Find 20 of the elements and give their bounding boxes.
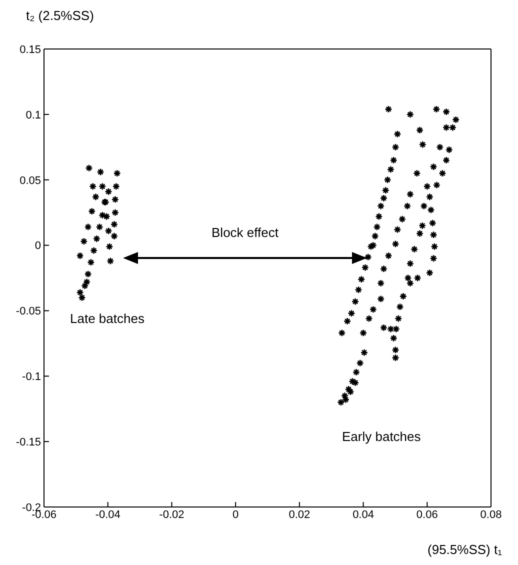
x-tick-label: 0.08 xyxy=(480,508,502,521)
x-tick-label: -0.04 xyxy=(95,508,120,521)
y-tick-label: 0.05 xyxy=(20,174,41,187)
y-tick-label: -0.05 xyxy=(16,306,41,318)
y-tick-label: 0 xyxy=(34,240,41,252)
x-tick-label: 0.04 xyxy=(352,508,374,521)
annotation: Late batches xyxy=(70,311,144,326)
y-tick-label: -0.1 xyxy=(22,371,41,384)
y-tick-label: 0.15 xyxy=(20,44,41,56)
y-tick-label: 0.1 xyxy=(26,109,41,122)
x-tick-label: 0.06 xyxy=(416,508,438,521)
x-axis-title: (95.5%SS) t₁ xyxy=(428,542,502,557)
annotation: Early batches xyxy=(342,429,421,444)
y-tick-label: -0.15 xyxy=(16,436,41,448)
annotation: Block effect xyxy=(212,225,278,240)
x-tick-label: -0.06 xyxy=(31,508,57,521)
x-tick-label: 0 xyxy=(232,508,239,521)
x-tick-label: -0.02 xyxy=(159,508,184,521)
y-axis-title: t₂ (2.5%SS) xyxy=(26,8,94,23)
x-tick-label: 0.02 xyxy=(288,508,310,521)
